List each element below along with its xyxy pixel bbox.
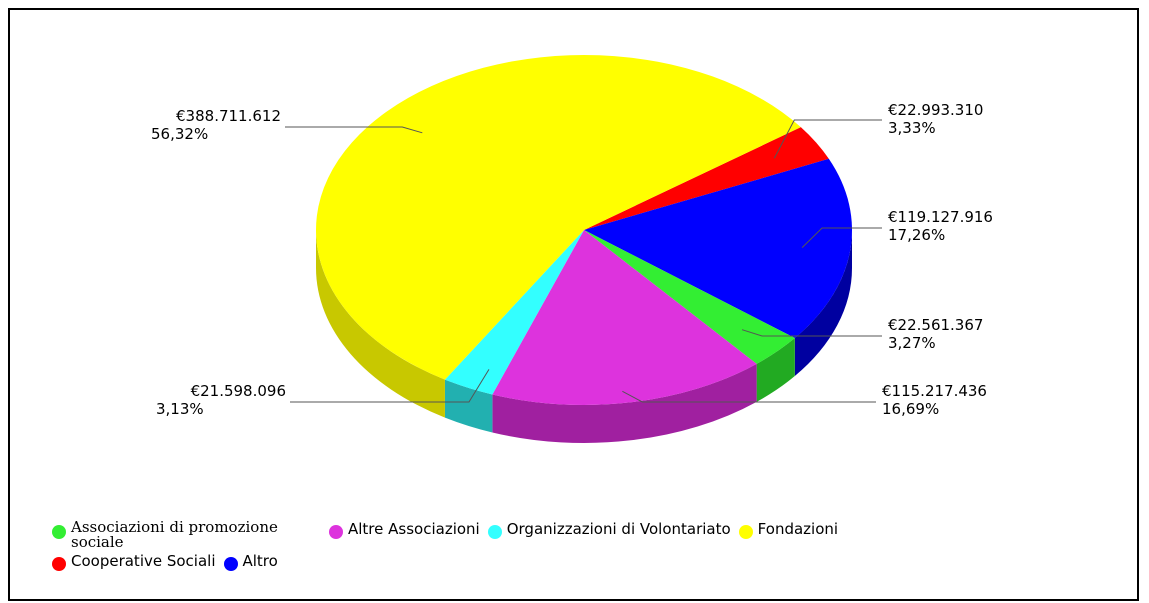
data-label-percent-organizzazioni-di-volontariato: 3,13% [156,400,204,418]
leader-line-associazioni-di-promozione-sociale [741,329,882,337]
legend-label: Cooperative Sociali [71,552,216,570]
slice-side-altro [794,230,852,377]
leader-line-altre-associazioni [622,390,876,403]
legend-label: Organizzazioni di Volontariato [506,520,731,538]
legend-label: Fondazioni [757,520,839,538]
pie-slices [315,54,852,405]
legend-marker [487,525,502,539]
slice-cooperative-sociali [584,127,829,230]
leader-line-fondazioni [285,126,423,134]
legend-marker [52,525,66,539]
legend-label: Associazioni di promozione sociale [71,518,278,551]
slice-associazioni-di-promozione-sociale [584,230,795,364]
leader-line-altro [801,227,882,248]
legend-row-2: Cooperative Sociali Altro [52,552,1052,574]
legend-row-1: Associazioni di promozione sociale Altre… [52,520,1052,550]
legend-label: Altro [242,552,278,570]
leader-line-organizzazioni-di-volontariato [290,369,490,403]
leader-line-cooperative-sociali [773,119,882,159]
data-label-percent-altro: 17,26% [888,226,945,244]
legend-item-altre-associazioni: Altre Associazioni [329,520,480,539]
legend-item-associazioni-promozione: Associazioni di promozione sociale [52,520,321,550]
data-label-value-cooperative-sociali: €22.993.310 [888,101,983,119]
data-label-value-altro: €119.127.916 [888,208,993,226]
data-label-percent-associazioni-di-promozione-sociale: 3,27% [888,334,936,352]
slice-organizzazioni-di-volontariato [444,230,584,395]
legend-marker [329,525,343,539]
data-label-value-associazioni-di-promozione-sociale: €22.561.367 [888,316,983,334]
legend-marker [738,525,753,539]
slice-altro [584,158,852,339]
slice-side-fondazioni [316,230,445,418]
legend-item-altro: Altro [223,552,278,571]
slice-altre-associazioni [492,230,757,405]
data-label-percent-fondazioni: 56,32% [151,125,208,143]
legend-item-fondazioni: Fondazioni [738,520,839,539]
legend-item-cooperative-sociali: Cooperative Sociali [52,552,216,571]
legend-marker [223,557,238,571]
data-label-value-fondazioni: €388.711.612 [176,107,281,125]
data-label-value-altre-associazioni: €115.217.436 [882,382,987,400]
slice-side-associazioni-di-promozione-sociale [756,338,795,402]
data-label-percent-altre-associazioni: 16,69% [882,400,939,418]
data-label-value-organizzazioni-di-volontariato: €21.598.096 [191,382,286,400]
legend-marker [52,557,66,571]
slice-side-organizzazioni-di-volontariato [444,379,493,433]
legend-item-organizzazioni-volontariato: Organizzazioni di Volontariato [487,520,731,539]
slice-side-altre-associazioni [492,363,757,444]
pie-sides [316,230,852,444]
data-label-percent-cooperative-sociali: 3,33% [888,119,936,137]
legend: Associazioni di promozione sociale Altre… [52,520,1052,574]
legend-label: Altre Associazioni [348,520,480,538]
slice-fondazioni [315,54,801,380]
